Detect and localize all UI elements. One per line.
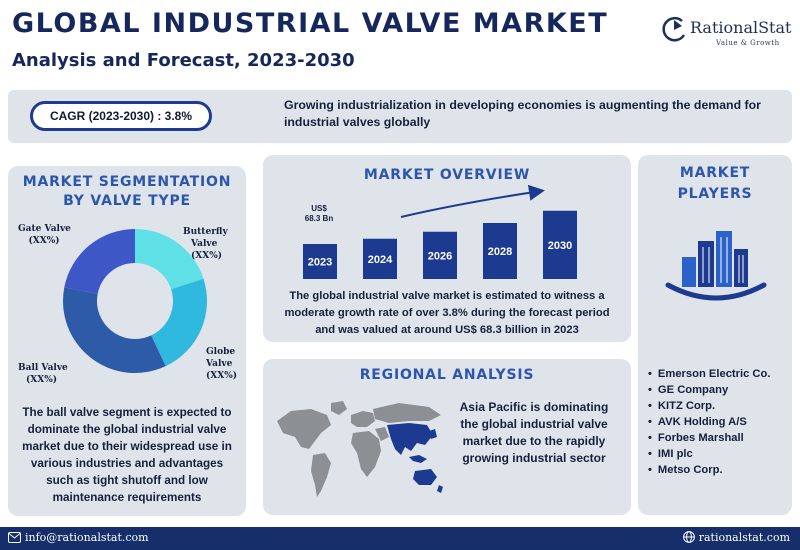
footer-website-text: rationalstat.com [698, 531, 790, 544]
world-map-icon [277, 401, 443, 497]
segment-globe-name2: Valve [206, 359, 233, 369]
bar-label-2023: 2023 [308, 257, 332, 269]
player-item: AVK Holding A/S [648, 414, 793, 430]
cagr-badge: CAGR (2023-2030) : 3.8% [30, 101, 212, 131]
valve-type-donut-chart [63, 229, 207, 373]
segment-globe-name: Globe [206, 347, 236, 357]
segment-ball-name: Ball Valve [18, 363, 68, 373]
market-players-panel: MARKET PLAYERS Emerson Electric Co.GE Co… [638, 155, 792, 515]
donut-slice-ball-valve [63, 287, 166, 373]
players-heading-line2: PLAYERS [677, 186, 753, 202]
segmentation-heading-line2: BY VALVE TYPE [63, 193, 191, 209]
segment-label-ball: Ball Valve (XX%) [18, 362, 68, 386]
city-buildings-icon [665, 231, 767, 301]
value-label-line1: US$ [311, 204, 327, 213]
footer-email-text: info@rationalstat.com [25, 531, 149, 544]
segment-globe-share: (XX%) [206, 371, 238, 381]
bar-2030 [543, 210, 577, 279]
logo-name: RationalStat [690, 18, 792, 37]
regional-analysis-panel: REGIONAL ANALYSIS Asia Pacific is domina… [263, 359, 631, 515]
segment-gate-name: Gate Valve [18, 224, 71, 234]
player-item: KITZ Corp. [648, 398, 793, 414]
donut-slice-globe [151, 278, 207, 367]
segmentation-panel: MARKET SEGMENTATION BY VALVE TYPE Gate V… [8, 166, 246, 516]
donut-slice-butterfly [135, 229, 204, 290]
bar-2023 [303, 244, 337, 279]
bar-2028 [483, 223, 517, 279]
bar-2024 [363, 238, 397, 279]
brand-logo[interactable]: RationalStat Value & Growth [660, 14, 792, 54]
segment-butterfly-share: (XX%) [191, 251, 223, 261]
player-item: GE Company [648, 382, 793, 398]
segment-gate-share: (XX%) [28, 236, 60, 246]
page-subtitle: Analysis and Forecast, 2023-2030 [12, 50, 355, 71]
footer-bar: info@rationalstat.com rationalstat.com [0, 527, 800, 550]
bar-label-2028: 2028 [488, 246, 512, 258]
logo-tagline: Value & Growth [716, 39, 780, 47]
segment-butterfly-name: Butterfly [183, 227, 228, 237]
segmentation-heading-line1: MARKET SEGMENTATION [22, 174, 232, 190]
segment-label-gate: Gate Valve (XX%) [18, 223, 71, 247]
value-label-line2: 68.3 Bn [305, 214, 334, 223]
footer-website-link[interactable]: rationalstat.com [682, 531, 790, 544]
players-heading: MARKET PLAYERS [638, 163, 792, 205]
market-growth-bar-chart: US$ 68.3 Bn 2023 2024 2026 2028 2030 [303, 184, 577, 279]
player-item: Metso Corp. [648, 462, 793, 478]
market-overview-panel: MARKET OVERVIEW US$ 68.3 Bn 2023 2024 2026… [263, 155, 631, 342]
mail-icon [8, 532, 21, 543]
segmentation-heading: MARKET SEGMENTATION BY VALVE TYPE [8, 173, 246, 211]
cagr-description: Growing industrialization in developing … [284, 98, 761, 129]
player-item: IMI plc [648, 446, 793, 462]
overview-description: The global industrial valve market is es… [284, 290, 610, 336]
donut-slice-gate-valve [64, 229, 135, 294]
regional-heading: REGIONAL ANALYSIS [359, 367, 535, 383]
segment-label-butterfly: Butterfly Valve (XX%) [183, 226, 228, 262]
player-item: Emerson Electric Co. [648, 366, 793, 382]
page-title: GLOBAL INDUSTRIAL VALVE MARKET [12, 8, 609, 39]
growth-arrow [400, 184, 545, 218]
regional-description: Asia Pacific is dominating the global in… [459, 400, 609, 465]
segmentation-description: The ball valve segment is expected to do… [22, 406, 232, 504]
player-item: Forbes Marshall [648, 430, 793, 446]
bar-label-2024: 2024 [368, 254, 393, 266]
segment-ball-share: (XX%) [26, 375, 58, 385]
players-list: Emerson Electric Co.GE CompanyKITZ Corp.… [648, 366, 793, 478]
cagr-banner: CAGR (2023-2030) : 3.8% Growing industri… [8, 90, 792, 143]
bar-label-2030: 2030 [548, 240, 572, 252]
players-heading-line1: MARKET [679, 165, 751, 181]
asia-pacific-region [387, 423, 433, 455]
segment-butterfly-name2: Valve [191, 239, 218, 249]
footer-email-link[interactable]: info@rationalstat.com [8, 531, 149, 544]
rationalstat-logo-icon [662, 16, 686, 42]
bar-2026 [423, 231, 457, 279]
overview-heading: MARKET OVERVIEW [363, 167, 531, 183]
globe-icon [682, 531, 695, 543]
bar-label-2026: 2026 [428, 250, 452, 262]
segment-label-globe: Globe Valve (XX%) [206, 346, 237, 382]
